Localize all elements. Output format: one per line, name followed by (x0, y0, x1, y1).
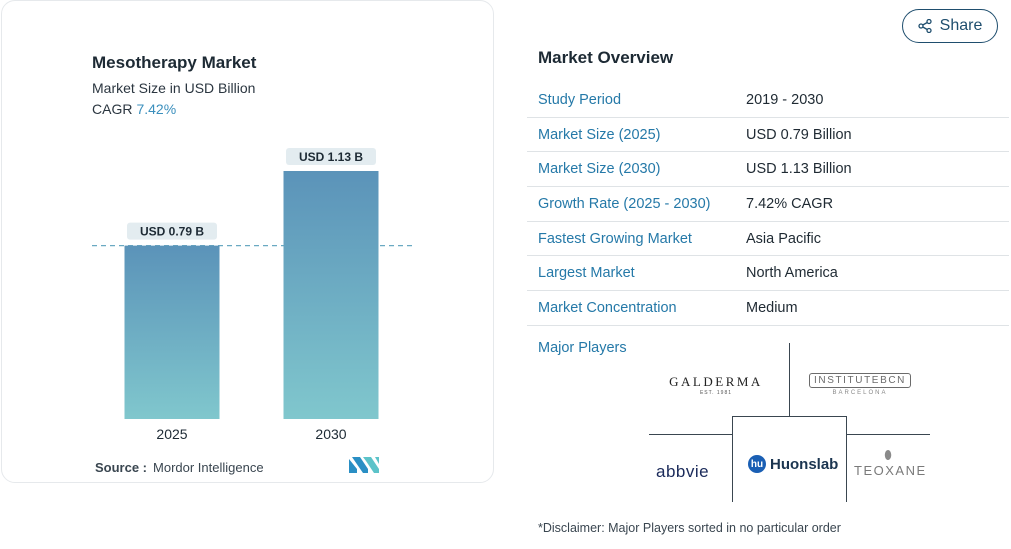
overview-key: Largest Market (538, 265, 635, 282)
x-tick-label: 2025 (156, 426, 187, 442)
cagr-value: 7.42% (136, 101, 177, 117)
overview-table: Study Period 2019 - 2030 Market Size (2025… (527, 83, 1009, 326)
huonslab-mark: hu (748, 455, 766, 473)
source-label: Source : (95, 460, 148, 475)
huonslab-logo: hu Huonslab (748, 455, 838, 473)
x-tick-label: 2030 (315, 426, 346, 442)
share-icon (917, 19, 932, 33)
overview-title: Market Overview (538, 48, 674, 67)
share-button[interactable]: Share (902, 9, 998, 43)
data-label: USD 0.79 B (140, 225, 204, 239)
overview-value: North America (746, 265, 838, 282)
overview-value: USD 0.79 Billion (746, 126, 852, 143)
bar-2025 (124, 245, 220, 419)
overview-value: USD 1.13 Billion (746, 161, 852, 178)
overview-row: Study Period 2019 - 2030 (527, 83, 1009, 118)
huonslab-name: Huonslab (770, 455, 839, 473)
galderma-logo: GALDERMA EST. 1981 (668, 374, 764, 396)
overview-key: Market Size (2025) (538, 126, 661, 143)
overview-value: Asia Pacific (746, 230, 821, 247)
overview-value: Medium (746, 299, 798, 316)
overview-row: Fastest Growing Market Asia Pacific (527, 222, 1009, 257)
bar-2030 (283, 171, 379, 419)
overview-row: Market Size (2025) USD 0.79 Billion (527, 118, 1009, 153)
data-label-bg (127, 222, 217, 240)
data-label: USD 1.13 B (299, 150, 363, 164)
cagr-label: CAGR (92, 101, 133, 117)
overview-value: 2019 - 2030 (746, 91, 824, 108)
overview-key: Market Concentration (538, 299, 677, 316)
galderma-name: GALDERMA (669, 374, 763, 389)
institute-sub: BARCELONA (832, 390, 888, 396)
institute-bcn-logo: INSTITUTEBCN BARCELONA (804, 370, 916, 396)
logo-grid-center-box (732, 416, 847, 502)
overview-key: Study Period (538, 91, 622, 108)
chart-title: Mesotherapy Market (92, 53, 257, 72)
overview-row: Largest Market North America (527, 256, 1009, 292)
major-players-title: Major Players (538, 340, 627, 356)
teoxane-drop-icon: ⬮ (884, 448, 892, 462)
chart-cagr: CAGR 7.42% (92, 101, 176, 117)
overview-row: Market Size (2030) USD 1.13 Billion (527, 152, 1009, 188)
data-label-bg (286, 148, 376, 165)
overview-key: Fastest Growing Market (538, 230, 692, 247)
teoxane-logo: ⬮ TEOXANE (854, 448, 927, 478)
overview-value: 7.42% CAGR (746, 195, 834, 212)
share-label: Share (939, 17, 983, 34)
overview-key: Growth Rate (2025 - 2030) (538, 195, 711, 212)
overview-row: Market Concentration Medium (527, 291, 1009, 326)
source-line: Source : Mordor Intelligence (95, 460, 264, 475)
disclaimer: *Disclaimer: Major Players sorted in no … (538, 521, 841, 535)
chart-card: Mesotherapy Market Market Size in USD Bi… (1, 0, 494, 483)
chart-subtitle: Market Size in USD Billion (92, 80, 256, 96)
overview-key: Market Size (2030) (538, 161, 661, 178)
mordor-intelligence-logo (349, 457, 379, 473)
logo-grid-divider (789, 343, 790, 416)
source-value: Mordor Intelligence (153, 460, 264, 475)
abbvie-logo: abbvie (656, 462, 710, 481)
galderma-tag: EST. 1981 (699, 390, 733, 396)
bar-chart: USD 0.79 B 2025 USD 1.13 B 2030 (92, 148, 414, 442)
institute-name: INSTITUTEBCN (809, 373, 911, 388)
overview-row: Growth Rate (2025 - 2030) 7.42% CAGR (527, 187, 1009, 222)
teoxane-name: TEOXANE (854, 463, 927, 478)
